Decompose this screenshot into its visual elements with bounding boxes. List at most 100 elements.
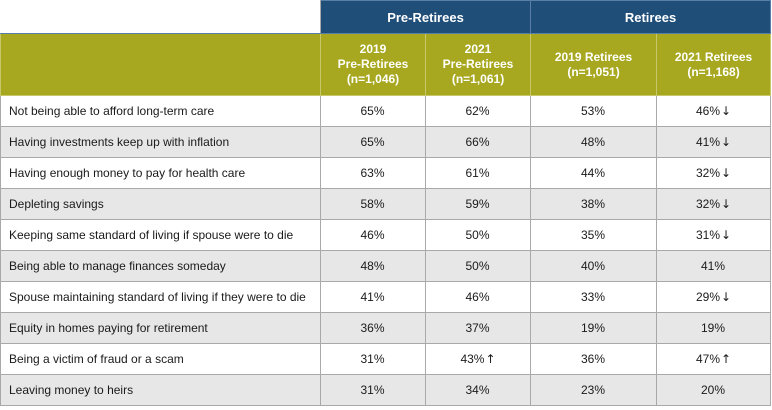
value: 65%: [360, 104, 385, 118]
value: 36%: [581, 352, 606, 366]
value: 63%: [360, 166, 385, 180]
row-label: Equity in homes paying for retirement: [0, 312, 321, 344]
value-cell: 41%: [656, 250, 772, 282]
value-cell: 23%: [530, 374, 658, 406]
value-cell: 41%↓: [656, 126, 772, 158]
group-header-pre-retirees: Pre-Retirees: [319, 0, 532, 34]
column-header-2019-pre-retirees: 2019 Pre-Retirees (n=1,046): [320, 33, 426, 96]
value-cell: 65%: [320, 126, 426, 158]
table-row: Equity in homes paying for retirement 36…: [0, 312, 772, 344]
row-label: Being able to manage finances someday: [0, 250, 321, 282]
change-arrow-icon: ↓: [721, 228, 732, 242]
column-header-2021-retirees: 2021 Retirees (n=1,168): [656, 33, 772, 96]
column-header-2019-retirees: 2019 Retirees (n=1,051): [530, 33, 658, 96]
value-cell: 32%↓: [656, 157, 772, 189]
value: 19%: [701, 321, 726, 335]
value-cell: 31%↓: [656, 219, 772, 251]
value-cell: 34%: [424, 374, 532, 406]
value: 36%: [360, 321, 385, 335]
value-cell: 29%↓: [656, 281, 772, 313]
row-label: Being a victim of fraud or a scam: [0, 343, 321, 375]
value-cell: 31%: [320, 343, 426, 375]
value: 59%: [465, 197, 490, 211]
value: 65%: [360, 135, 385, 149]
value: 46%: [465, 290, 490, 304]
value: 20%: [701, 383, 726, 397]
value: 66%: [465, 135, 490, 149]
change-arrow-icon: ↓: [721, 166, 732, 180]
column-header-line: (n=1,061): [451, 72, 505, 86]
value: 34%: [465, 383, 490, 397]
value: 23%: [581, 383, 606, 397]
value: 61%: [465, 166, 490, 180]
column-header-line: 2019 Retirees: [554, 49, 633, 64]
column-header-row: 2019 Pre-Retirees (n=1,046) 2021 Pre-Ret…: [0, 33, 772, 96]
value: 44%: [581, 166, 606, 180]
change-arrow-icon: ↑: [485, 352, 496, 366]
change-arrow-icon: ↓: [721, 104, 732, 118]
column-header-line: 2019: [359, 42, 387, 56]
change-arrow-icon: ↓: [721, 135, 732, 149]
value: 32%: [695, 197, 720, 211]
value: 40%: [581, 259, 606, 273]
value-cell: 62%: [424, 95, 532, 127]
corner-blank: [0, 0, 321, 34]
value: 62%: [465, 104, 490, 118]
value: 33%: [581, 290, 606, 304]
row-label: Spouse maintaining standard of living if…: [0, 281, 321, 313]
value-cell: 38%: [530, 188, 658, 220]
value-cell: 20%: [656, 374, 772, 406]
column-header-line: Pre-Retirees: [337, 57, 409, 71]
label-column-header: [0, 33, 321, 96]
group-header-row: Pre-Retirees Retirees: [0, 0, 772, 34]
column-header-line: 2021 Retirees: [674, 49, 753, 64]
value-cell: 47%↑: [656, 343, 772, 375]
value-cell: 48%: [320, 250, 426, 282]
value-cell: 50%: [424, 250, 532, 282]
value: 48%: [360, 259, 385, 273]
value: 47%: [695, 352, 720, 366]
value-cell: 19%: [530, 312, 658, 344]
value-cell: 59%: [424, 188, 532, 220]
value: 38%: [581, 197, 606, 211]
value-cell: 58%: [320, 188, 426, 220]
value-cell: 41%: [320, 281, 426, 313]
value-cell: 36%: [320, 312, 426, 344]
value-cell: 65%: [320, 95, 426, 127]
table-row: Being able to manage finances someday 48…: [0, 250, 772, 282]
value: 58%: [360, 197, 385, 211]
table-row: Having enough money to pay for health ca…: [0, 157, 772, 189]
column-header-2021-pre-retirees: 2021 Pre-Retirees (n=1,061): [424, 33, 532, 96]
value-cell: 37%: [424, 312, 532, 344]
value-cell: 36%: [530, 343, 658, 375]
value: 48%: [581, 135, 606, 149]
value-cell: 50%: [424, 219, 532, 251]
row-label: Depleting savings: [0, 188, 321, 220]
value: 41%: [701, 259, 726, 273]
value-cell: 66%: [424, 126, 532, 158]
value-cell: 61%: [424, 157, 532, 189]
value-cell: 46%: [320, 219, 426, 251]
value-cell: 43%↑: [424, 343, 532, 375]
value-cell: 63%: [320, 157, 426, 189]
value-cell: 53%: [530, 95, 658, 127]
value-cell: 19%: [656, 312, 772, 344]
table-row: Being a victim of fraud or a scam 31% 43…: [0, 343, 772, 375]
value-cell: 31%: [320, 374, 426, 406]
change-arrow-icon: ↑: [721, 352, 732, 366]
column-header-line: Pre-Retirees: [442, 57, 514, 71]
row-label: Not being able to afford long-term care: [0, 95, 321, 127]
value-cell: 46%: [424, 281, 532, 313]
value-cell: 46%↓: [656, 95, 772, 127]
row-label: Leaving money to heirs: [0, 374, 321, 406]
column-header-line: (n=1,168): [687, 64, 740, 79]
value: 41%: [360, 290, 385, 304]
value: 35%: [581, 228, 606, 242]
value: 50%: [465, 228, 490, 242]
value-cell: 44%: [530, 157, 658, 189]
value: 53%: [581, 104, 606, 118]
table-row: Leaving money to heirs 31% 34% 23% 20%: [0, 374, 772, 406]
group-header-retirees: Retirees: [530, 0, 772, 34]
value: 32%: [695, 166, 720, 180]
